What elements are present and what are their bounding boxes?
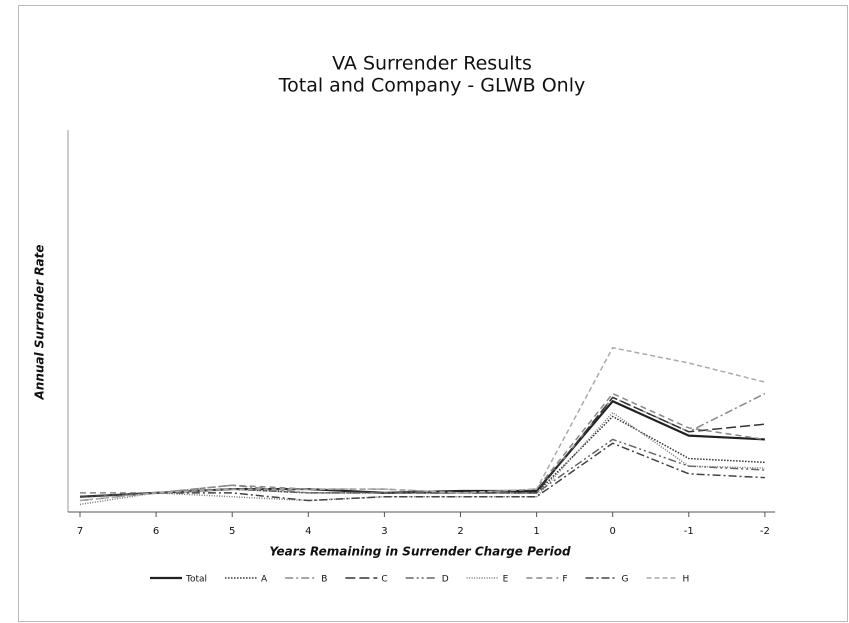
series-line (79, 411, 765, 506)
chart-title: VA Surrender Results (332, 53, 532, 75)
x-tick-label: 2 (457, 526, 463, 537)
legend-label: B (321, 575, 327, 585)
legend-label: Total (185, 575, 207, 585)
legend-label: A (261, 575, 268, 585)
legend-label: G (622, 575, 629, 585)
legend-label: D (442, 575, 449, 585)
x-tick-label: -1 (684, 526, 694, 537)
legend-label: H (682, 575, 689, 585)
x-tick-label: 1 (533, 526, 539, 537)
x-tick-label: 6 (153, 526, 159, 537)
x-tick-label: 5 (229, 526, 235, 537)
x-tick-label: -2 (760, 526, 770, 537)
series-line (79, 438, 765, 498)
legend-label: E (503, 575, 509, 585)
x-tick-label: 4 (305, 526, 311, 537)
x-tick-label: 3 (381, 526, 387, 537)
series-line (79, 442, 765, 502)
x-axis-label: Years Remaining in Surrender Charge Peri… (269, 545, 571, 559)
series-line (80, 392, 766, 494)
y-axis-label: Annual Surrender Rate (33, 244, 47, 400)
chart-border (18, 5, 848, 622)
legend-label: F (562, 575, 567, 585)
chart-subtitle: Total and Company - GLWB Only (278, 75, 585, 97)
x-tick-label: 0 (610, 526, 616, 537)
x-tick-label: 7 (77, 526, 83, 537)
series-line (79, 346, 766, 502)
legend-label: C (381, 575, 387, 585)
